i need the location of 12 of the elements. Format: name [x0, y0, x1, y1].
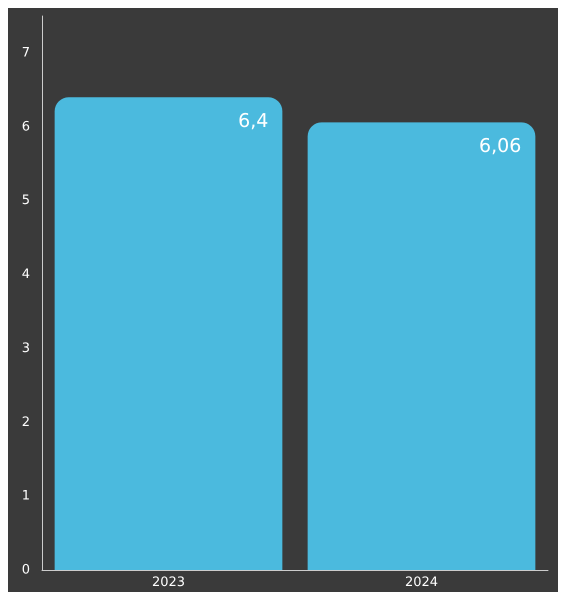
y-tick-label: 7 — [22, 45, 30, 60]
y-tick-label: 5 — [22, 193, 30, 208]
y-tick-label: 2 — [22, 414, 30, 430]
data-label: 6,4 — [238, 110, 268, 132]
data-label: 6,06 — [479, 134, 522, 157]
y-tick-label: 3 — [22, 340, 30, 356]
y-tick-label: 4 — [22, 267, 30, 282]
y-tick-label: 0 — [22, 562, 30, 578]
x-tick-label: 2024 — [404, 575, 438, 590]
x-tick-label: 2023 — [152, 575, 186, 590]
y-tick-label: 1 — [22, 488, 30, 504]
y-tick-label: 6 — [22, 119, 30, 134]
